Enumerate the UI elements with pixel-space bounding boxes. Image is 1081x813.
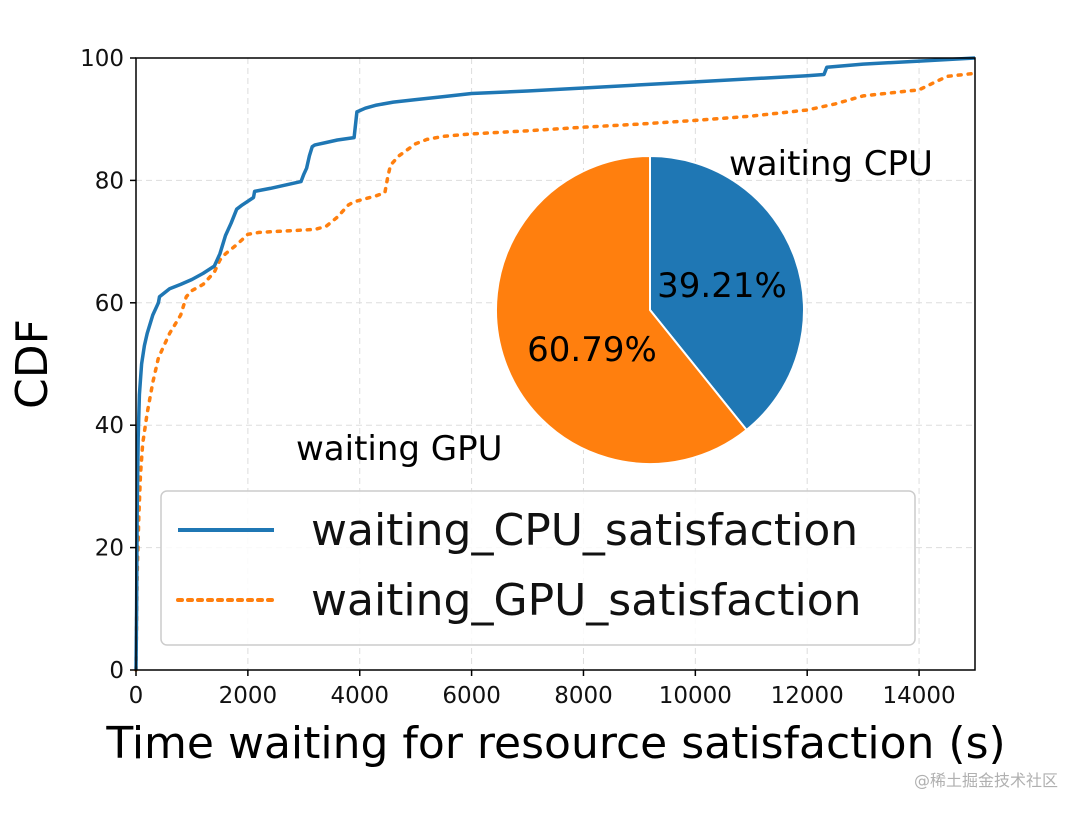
x-axis-ticks: 0 2000 4000 6000 8000 10000 12000 14000: [129, 670, 956, 709]
y-axis-ticks: 0 20 40 60 80 100: [80, 46, 136, 684]
watermark: @稀土掘金技术社区: [914, 771, 1058, 790]
x-tick-label: 0: [129, 683, 144, 709]
x-tick-label: 4000: [330, 683, 389, 709]
pie-pct-cpu: 39.21%: [657, 266, 787, 306]
y-tick-label: 80: [95, 168, 124, 194]
x-tick-label: 14000: [882, 683, 955, 709]
pie-slice-waiting-gpu: [495, 154, 748, 465]
pie-slice-waiting-cpu: [649, 154, 805, 432]
legend-label-cpu: waiting_CPU_satisfaction: [311, 505, 858, 556]
y-tick-label: 60: [95, 291, 124, 317]
pie-chart: 39.21% 60.79% waiting CPU waiting GPU: [296, 144, 933, 469]
y-tick-label: 40: [95, 413, 124, 439]
y-tick-label: 20: [95, 536, 124, 562]
legend-label-gpu: waiting_GPU_satisfaction: [311, 575, 862, 626]
pie-label-waiting-cpu: waiting CPU: [729, 144, 933, 184]
y-tick-label: 100: [80, 46, 124, 72]
x-tick-label: 10000: [659, 683, 732, 709]
series-line-waiting-cpu-satisfaction: [134, 56, 976, 671]
x-tick-label: 8000: [554, 683, 613, 709]
x-tick-label: 2000: [219, 683, 278, 709]
series-line-waiting-gpu-satisfaction: [134, 71, 977, 672]
series-layer: [134, 56, 977, 672]
x-tick-label: 6000: [442, 683, 501, 709]
y-tick-label: 0: [109, 658, 124, 684]
pie-label-waiting-gpu: waiting GPU: [296, 429, 503, 469]
y-axis-label: CDF: [7, 319, 58, 409]
legend-box: [160, 490, 916, 646]
x-axis-label: Time waiting for resource satisfaction (…: [105, 718, 1005, 769]
pie-pct-gpu: 60.79%: [527, 330, 657, 370]
x-tick-label: 12000: [771, 683, 844, 709]
plot-frame: [135, 57, 976, 671]
legend: waiting_CPU_satisfaction waiting_GPU_sat…: [160, 490, 916, 646]
